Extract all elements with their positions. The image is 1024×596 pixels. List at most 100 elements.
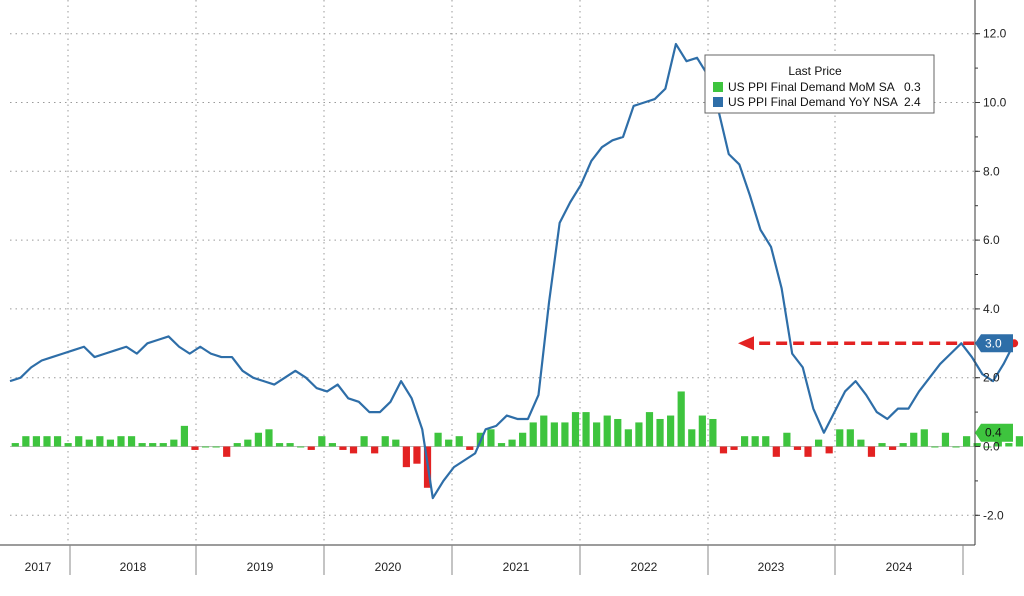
mom-bar bbox=[85, 439, 93, 447]
legend-label-mom: US PPI Final Demand MoM SA bbox=[728, 80, 895, 94]
mom-bar bbox=[762, 436, 770, 447]
mom-bar bbox=[941, 432, 950, 447]
mom-bar bbox=[318, 436, 326, 447]
y-tick-label: 4.0 bbox=[983, 302, 1000, 316]
mom-bar bbox=[297, 446, 305, 448]
mom-bar bbox=[519, 432, 527, 447]
mom-bar bbox=[994, 439, 1002, 447]
x-year-label: 2023 bbox=[758, 560, 785, 574]
mom-bar bbox=[413, 446, 421, 464]
legend-swatch-yoy bbox=[713, 97, 723, 107]
mom-bar bbox=[920, 429, 928, 447]
x-year-label: 2018 bbox=[120, 560, 147, 574]
x-year-label: 2021 bbox=[503, 560, 530, 574]
mom-bar bbox=[371, 446, 379, 454]
mom-bar bbox=[973, 443, 981, 447]
yoy-line bbox=[9, 42, 1016, 500]
mom-bar bbox=[286, 443, 294, 447]
mom-bar bbox=[952, 446, 960, 448]
mom-bar bbox=[360, 436, 368, 447]
mom-bar bbox=[43, 436, 51, 447]
mom-bar bbox=[201, 446, 210, 448]
mom-bar bbox=[984, 446, 992, 448]
mom-bar bbox=[825, 446, 833, 454]
mom-bar bbox=[149, 443, 157, 447]
mom-bar bbox=[698, 415, 706, 447]
mom-bar bbox=[96, 436, 104, 447]
legend-swatch-mom bbox=[713, 82, 723, 92]
legend: Last Price US PPI Final Demand MoM SA 0.… bbox=[704, 54, 935, 114]
last-price-tag-yoy-shape bbox=[975, 334, 1013, 353]
legend-title: Last Price bbox=[788, 64, 842, 78]
mom-bar bbox=[22, 436, 30, 447]
mom-bar bbox=[793, 446, 802, 450]
y-tick-label: -2.0 bbox=[983, 508, 1004, 522]
mom-bar bbox=[445, 439, 453, 447]
mom-bar bbox=[540, 415, 548, 447]
mom-bar bbox=[53, 436, 62, 447]
mom-bar bbox=[212, 446, 220, 448]
mom-bar bbox=[254, 432, 262, 447]
mom-bar bbox=[804, 446, 812, 457]
yoy-line-group bbox=[9, 42, 1016, 500]
mom-bar bbox=[931, 446, 939, 448]
x-year-label: 2019 bbox=[247, 560, 274, 574]
last-price-tag-yoy-text: 3.0 bbox=[985, 336, 1002, 350]
mom-bar bbox=[899, 443, 907, 447]
mom-bar bbox=[846, 429, 854, 447]
mom-bar bbox=[497, 443, 506, 447]
mom-bar bbox=[328, 443, 336, 447]
mom-bar bbox=[783, 432, 791, 447]
mom-bar bbox=[275, 443, 284, 447]
x-year-label: 2020 bbox=[375, 560, 402, 574]
mom-bar bbox=[772, 446, 780, 457]
y-tick-label: 0.0 bbox=[983, 440, 1000, 454]
legend-value-yoy: 2.4 bbox=[904, 95, 921, 109]
mom-bar bbox=[233, 443, 241, 447]
last-price-tag-mom-shape bbox=[975, 423, 1013, 442]
mom-bar bbox=[508, 439, 516, 447]
mom-bar bbox=[466, 446, 474, 450]
mom-bar bbox=[32, 436, 41, 447]
mom-bar bbox=[1005, 443, 1013, 447]
mom-bar bbox=[487, 429, 495, 447]
mom-bar bbox=[677, 391, 685, 447]
mom-bar bbox=[106, 439, 115, 447]
mom-bar bbox=[75, 436, 83, 447]
y-tick-label: 10.0 bbox=[983, 96, 1007, 110]
mom-bar bbox=[11, 443, 19, 447]
mom-bar bbox=[867, 446, 876, 457]
mom-bar bbox=[170, 439, 178, 447]
mom-bar bbox=[730, 446, 738, 450]
mom-bar bbox=[751, 436, 759, 447]
mom-bar bbox=[64, 443, 72, 447]
mom-bar bbox=[561, 422, 569, 447]
x-year-label: 2022 bbox=[631, 560, 658, 574]
y-axis: -2.0 0.0 2.0 4.0 6.0 8.0 10.0 12.0 bbox=[974, 0, 1007, 545]
mom-bar bbox=[265, 429, 273, 447]
mom-bar bbox=[381, 436, 389, 447]
mom-bar bbox=[815, 439, 823, 447]
y-tick-label: 6.0 bbox=[983, 233, 1000, 247]
mom-bar bbox=[244, 439, 252, 447]
mom-bar bbox=[656, 418, 664, 447]
mom-bar bbox=[635, 422, 643, 447]
mom-bar bbox=[550, 422, 558, 447]
legend-value-mom: 0.3 bbox=[904, 80, 921, 94]
mom-bar bbox=[529, 422, 537, 447]
last-price-tag-mom: 0.4 bbox=[975, 423, 1013, 442]
mom-bar bbox=[159, 443, 167, 447]
mom-bar bbox=[614, 418, 622, 447]
mom-bar bbox=[339, 446, 347, 450]
mom-bar bbox=[878, 443, 886, 447]
mom-bar bbox=[667, 415, 675, 447]
mom-bar bbox=[889, 446, 897, 450]
x-year-label: 2024 bbox=[886, 560, 913, 574]
mom-bar bbox=[836, 429, 844, 447]
mom-bar bbox=[741, 436, 749, 447]
annotation-arrowhead bbox=[738, 336, 754, 351]
mom-bar bbox=[455, 436, 463, 447]
mom-bar bbox=[434, 432, 442, 447]
